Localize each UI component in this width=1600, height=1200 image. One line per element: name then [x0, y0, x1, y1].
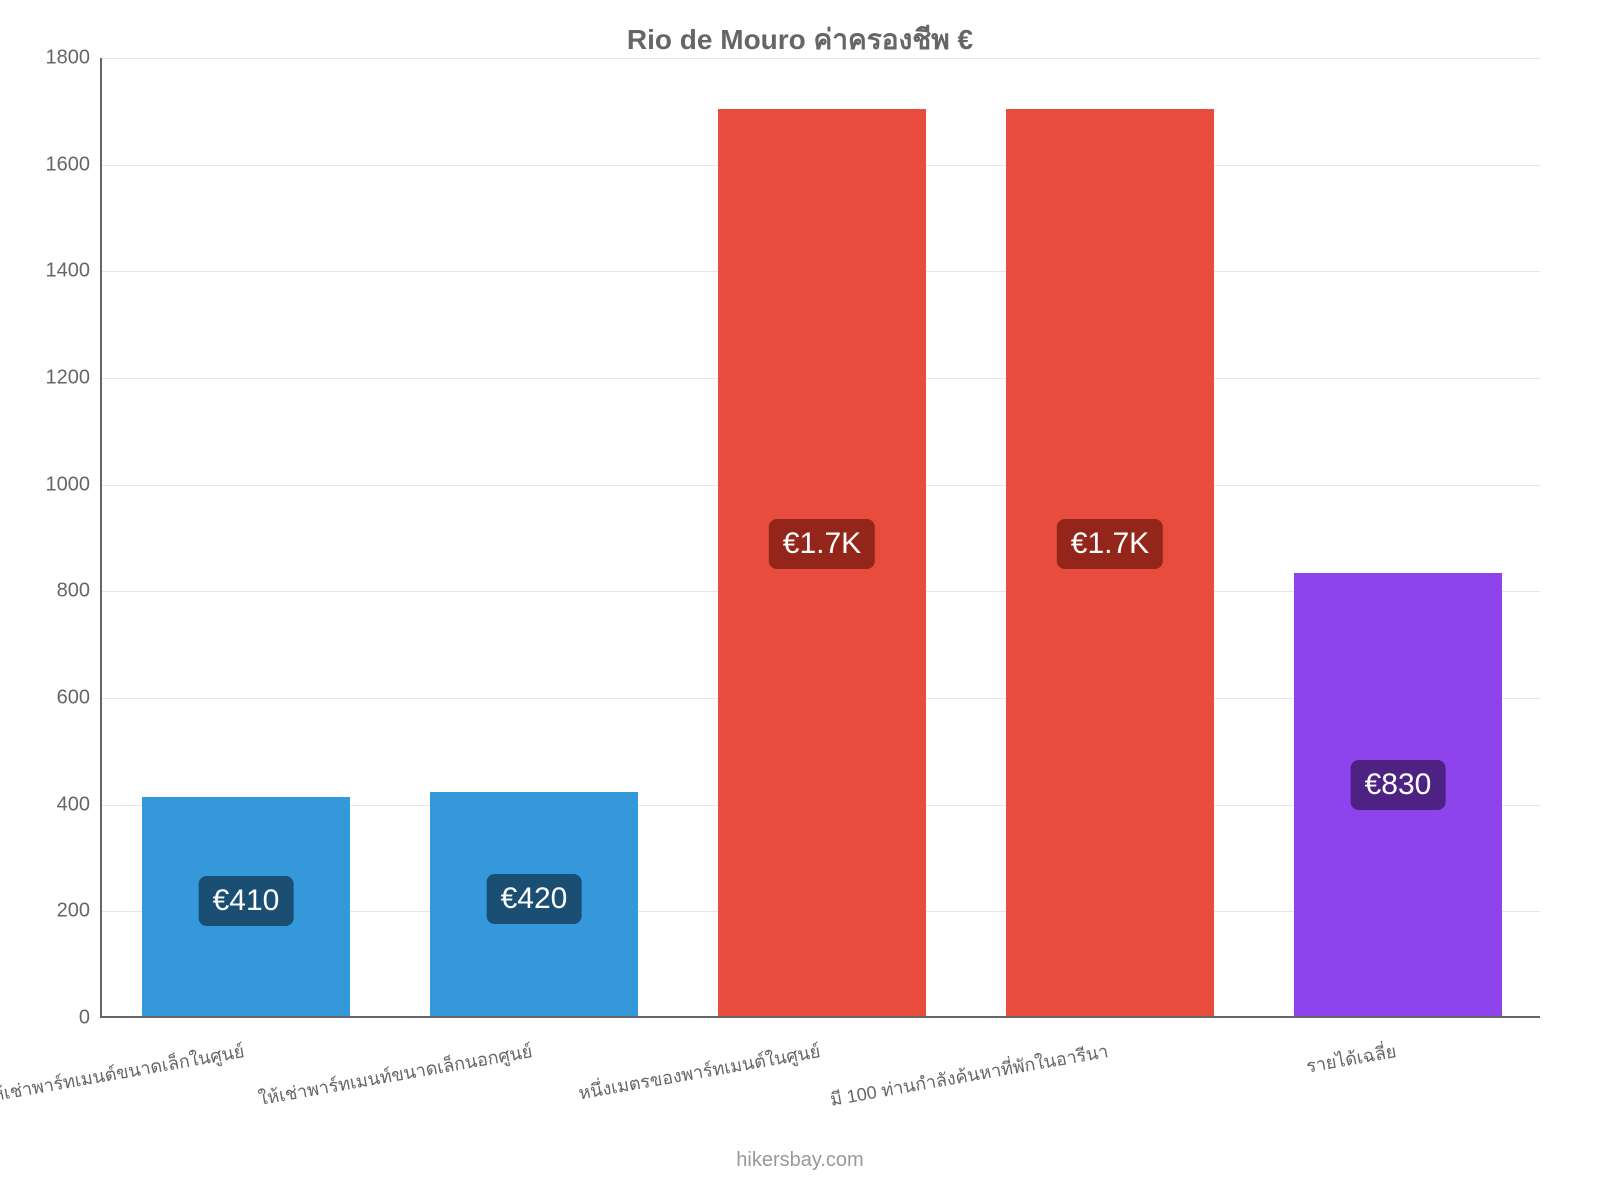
y-tick-label: 400	[10, 793, 90, 816]
y-tick-label: 1400	[10, 260, 90, 283]
chart-footer: hikersbay.com	[0, 1149, 1600, 1172]
x-tick-label: ให้เช่าพาร์ทเมนต์ขนาดเล็กในศูนย์	[0, 1036, 247, 1110]
y-tick-label: 800	[10, 580, 90, 603]
gridline	[102, 58, 1540, 59]
cost-of-living-chart: Rio de Mouro ค่าครองชีพ € €410€420€1.7K€…	[0, 0, 1600, 1200]
x-tick-label: รายได้เฉลี่ย	[1304, 1036, 1399, 1080]
y-tick-label: 1800	[10, 47, 90, 70]
chart-title: Rio de Mouro ค่าครองชีพ €	[0, 18, 1600, 62]
y-tick-label: 1000	[10, 473, 90, 496]
bar-value-label: €830	[1351, 760, 1446, 810]
plot-area: €410 €420 €1.7K €1.7K €830	[100, 58, 1540, 1018]
y-tick-label: 1600	[10, 153, 90, 176]
bar-value-label: €410	[199, 876, 294, 926]
y-tick-label: 600	[10, 687, 90, 710]
x-tick-label: หนึ่งเมตรของพาร์ทเมนต์ในศูนย์	[576, 1036, 822, 1107]
bar-value-label: €1.7K	[769, 519, 875, 569]
bar-value-label: €420	[487, 874, 582, 924]
bar-value-label: €1.7K	[1057, 519, 1163, 569]
y-tick-label: 1200	[10, 367, 90, 390]
y-tick-label: 0	[10, 1007, 90, 1030]
x-tick-label: ให้เช่าพาร์ทเมนท์ขนาดเล็กนอกศูนย์	[256, 1036, 534, 1113]
y-tick-label: 200	[10, 900, 90, 923]
x-tick-label: มี 100 ท่านกำลังค้นหาที่พักในอารีนา	[828, 1036, 1111, 1114]
